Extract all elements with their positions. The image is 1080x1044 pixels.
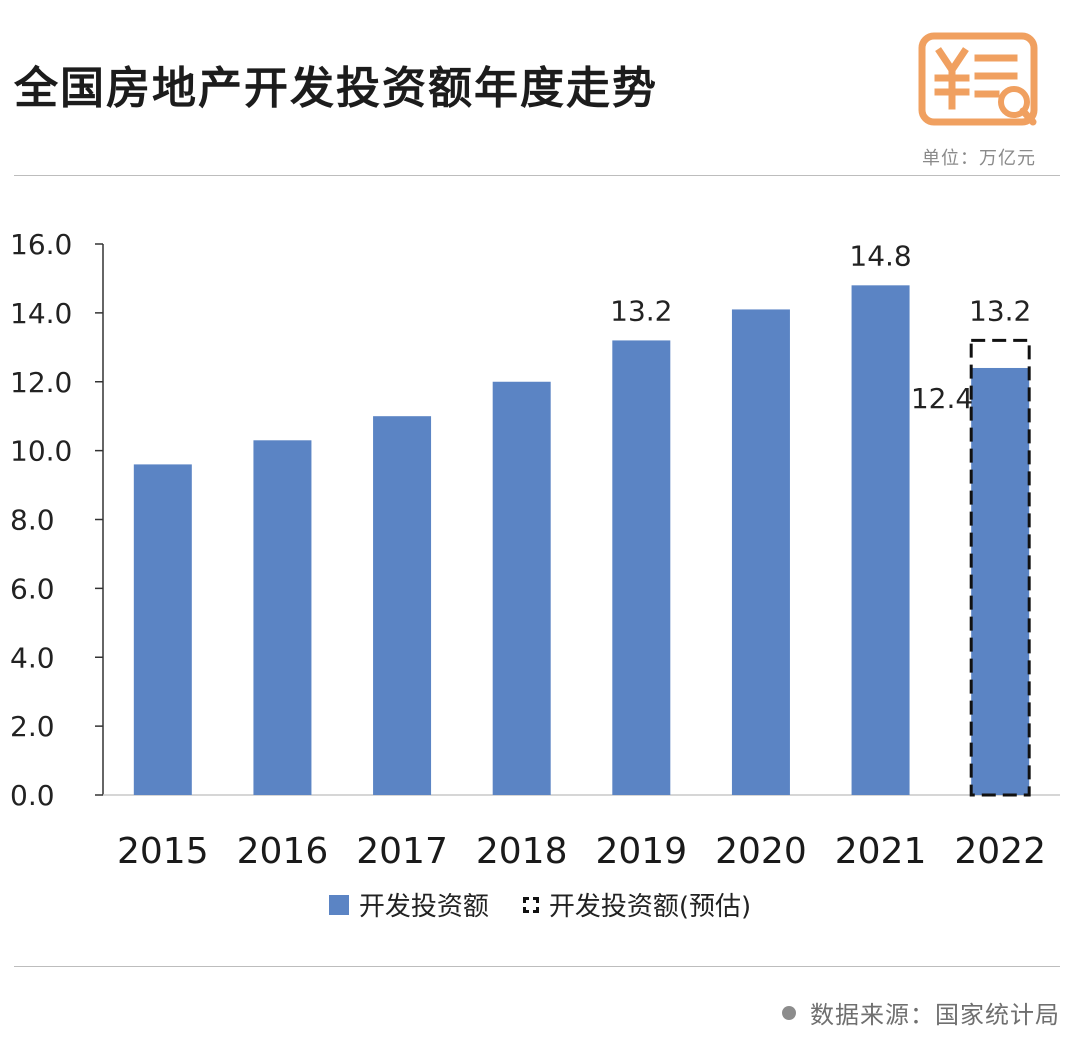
bar-2018 [492, 381, 551, 795]
y-tick-label: 10.0 [10, 435, 72, 468]
y-tick-label: 8.0 [10, 504, 55, 537]
x-tick-label: 2022 [954, 831, 1046, 872]
x-tick-label: 2015 [117, 831, 209, 872]
data-label-2022: 12.4 [911, 382, 973, 415]
y-tick-label: 12.0 [10, 366, 72, 399]
x-tick-label: 2018 [476, 831, 568, 872]
bar-2021 [851, 285, 910, 795]
source-text: 数据来源：国家统计局 [810, 1001, 1060, 1029]
x-tick-label: 2016 [237, 831, 329, 872]
data-label-2021: 14.8 [849, 239, 911, 272]
legend-label-estimate: 开发投资额(预估) [548, 892, 752, 922]
header-divider [14, 175, 1060, 176]
bullet-dot-icon [782, 1005, 796, 1020]
legend-swatch-dashed [522, 896, 539, 913]
x-tick-label: 2020 [715, 831, 807, 872]
y-tick-label: 2.0 [10, 710, 55, 743]
source-note: 数据来源：国家统计局 [782, 995, 1060, 1030]
chart-legend: 开发投资额 开发投资额(预估) [0, 886, 1080, 923]
bar-2017 [373, 416, 432, 795]
yuan-document-search-icon [918, 32, 1038, 126]
legend-item-estimate: 开发投资额(预估) [522, 886, 752, 923]
unit-label: 单位：万亿元 [922, 148, 1036, 169]
bar-2015 [133, 464, 192, 795]
x-tick-label: 2017 [356, 831, 448, 872]
bar-2019 [612, 340, 671, 795]
y-tick-label: 0.0 [10, 779, 55, 812]
legend-swatch-solid [328, 894, 349, 915]
estimate-data-label: 13.2 [969, 294, 1031, 327]
legend-item-actual: 开发投资额 [328, 886, 489, 923]
page-title: 全国房地产开发投资额年度走势 [14, 63, 658, 114]
y-tick-label: 14.0 [10, 297, 72, 330]
bar-2022 [971, 367, 1030, 795]
x-tick-label: 2021 [835, 831, 927, 872]
y-tick-label: 16.0 [10, 228, 72, 261]
bar-2020 [731, 309, 790, 795]
data-label-2019: 13.2 [610, 294, 672, 327]
bar-chart: 0.0 2.0 4.0 6.0 8.0 10.0 12.0 14.0 16.0 13.2 13.2 1… [10, 228, 1060, 872]
estimate-bar-2022 [969, 338, 1031, 797]
x-tick-label: 2019 [596, 831, 688, 872]
bar-2016 [253, 440, 312, 795]
y-tick-label: 6.0 [10, 572, 55, 605]
legend-label-actual: 开发投资额 [358, 892, 489, 922]
y-tick-label: 4.0 [10, 641, 55, 674]
footer-divider [14, 966, 1060, 967]
